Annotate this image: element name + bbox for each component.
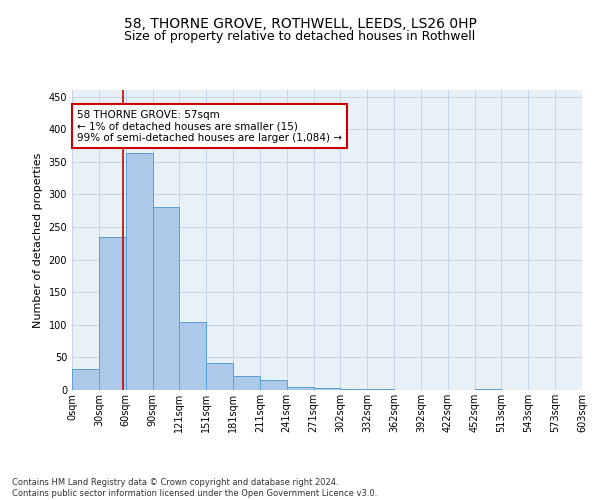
Bar bbox=[340, 388, 367, 390]
Bar bbox=[179, 322, 206, 390]
Text: Size of property relative to detached houses in Rothwell: Size of property relative to detached ho… bbox=[124, 30, 476, 43]
Bar bbox=[233, 376, 260, 390]
Text: 58 THORNE GROVE: 57sqm
← 1% of detached houses are smaller (15)
99% of semi-deta: 58 THORNE GROVE: 57sqm ← 1% of detached … bbox=[77, 110, 342, 143]
Bar bbox=[72, 369, 99, 390]
Y-axis label: Number of detached properties: Number of detached properties bbox=[33, 152, 43, 328]
Bar bbox=[152, 208, 179, 390]
Text: Contains HM Land Registry data © Crown copyright and database right 2024.
Contai: Contains HM Land Registry data © Crown c… bbox=[12, 478, 377, 498]
Bar bbox=[314, 388, 340, 390]
Bar bbox=[260, 380, 287, 390]
Bar bbox=[99, 236, 125, 390]
Bar bbox=[125, 154, 152, 390]
Text: 58, THORNE GROVE, ROTHWELL, LEEDS, LS26 0HP: 58, THORNE GROVE, ROTHWELL, LEEDS, LS26 … bbox=[124, 18, 476, 32]
Bar bbox=[287, 386, 314, 390]
Bar bbox=[206, 364, 233, 390]
